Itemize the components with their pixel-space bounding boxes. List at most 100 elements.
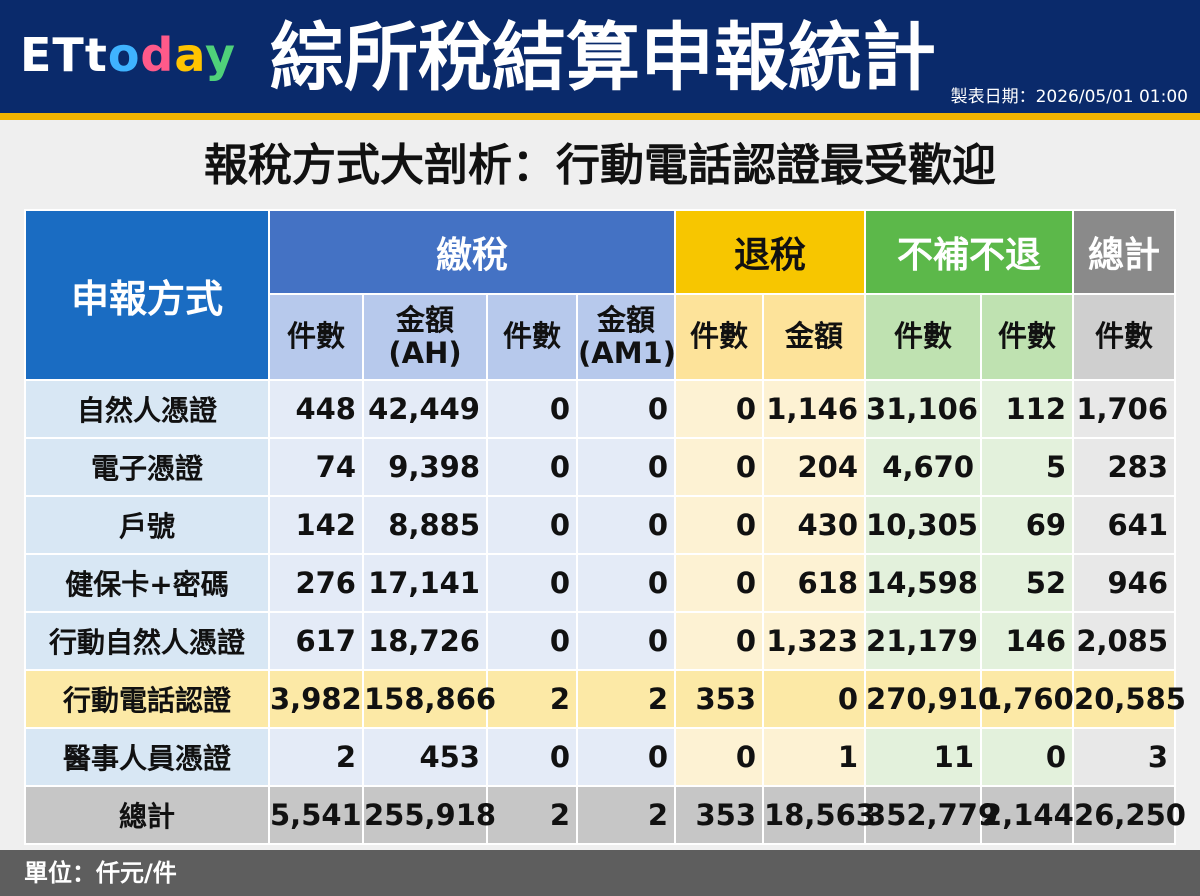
table-cell: 641	[1072, 495, 1177, 555]
table-cell: 2	[575, 785, 677, 845]
row-label: 醫事人員憑證	[24, 727, 270, 787]
table-cell: 1,146	[762, 379, 867, 439]
group-refund-header: 退稅	[674, 209, 867, 295]
subheader: 金額 (AM1)	[575, 293, 677, 381]
table-cell: 18,726	[362, 611, 488, 671]
header-stripe	[0, 113, 1200, 120]
subtitle: 報稅方式大剖析：行動電話認證最受歡迎	[204, 140, 996, 191]
table-cell: 2	[486, 669, 578, 729]
table-cell: 0	[486, 611, 578, 671]
subheader: 件數	[674, 293, 765, 381]
table-cell: 276	[268, 553, 364, 613]
main-title: 綜所稅結算申報統計	[270, 15, 936, 101]
ettoday-logo: ETtoday	[20, 28, 236, 82]
table-cell: 21,179	[864, 611, 983, 671]
table-cell: 2	[268, 727, 364, 787]
table-row: 健保卡+密碼 276 17,141 0 0 0 618 14,598 52 946	[24, 553, 1177, 613]
table-date: 製表日期：2026/05/01 01:00	[950, 87, 1188, 107]
table-cell: 14,598	[864, 553, 983, 613]
total-row: 總計 5,541 255,918 2 2 353 18,563 352,779 2,144 26,…	[24, 785, 1186, 845]
table-cell: 2,085	[1072, 611, 1177, 671]
group-pay-header: 繳稅	[267, 209, 677, 295]
table-cell: 0	[575, 727, 677, 787]
table-cell: 270,910	[864, 669, 998, 729]
table-cell: 9,398	[362, 437, 488, 497]
row-label: 健保卡+密碼	[24, 553, 270, 613]
table-cell: 0	[575, 495, 677, 555]
table-body: 自然人憑證 448 42,449 0 0 0 1,146 31,106 112 1,706 電子憑證…	[24, 379, 1186, 845]
subheader: 件數	[980, 293, 1075, 381]
table-cell: 353	[674, 785, 765, 845]
table-cell: 0	[486, 553, 578, 613]
table-cell: 2	[575, 669, 677, 729]
subheader: 金額 (AH)	[362, 293, 488, 381]
table-cell: 2	[486, 785, 578, 845]
subheader: 件數	[1072, 293, 1177, 381]
table-cell: 0	[762, 669, 867, 729]
table-cell: 0	[980, 727, 1075, 787]
table-cell: 1,323	[762, 611, 867, 671]
table-cell: 283	[1072, 437, 1177, 497]
table-row: 電子憑證 74 9,398 0 0 0 204 4,670 5 283	[24, 437, 1177, 497]
table-cell: 20,585	[1072, 669, 1186, 729]
table-cell: 0	[486, 495, 578, 555]
subheader: 金額	[762, 293, 867, 381]
row-label: 自然人憑證	[24, 379, 270, 439]
table-cell: 52	[980, 553, 1075, 613]
table-row: 行動電話認證 3,982 158,866 2 2 353 0 270,910 1,760 20,5…	[24, 669, 1186, 729]
table-cell: 1,706	[1072, 379, 1177, 439]
row-label: 行動電話認證	[24, 669, 270, 729]
table-row: 自然人憑證 448 42,449 0 0 0 1,146 31,106 112 1,706	[24, 379, 1177, 439]
table-cell: 0	[486, 727, 578, 787]
table-cell: 158,866	[362, 669, 496, 729]
subheader: 件數	[486, 293, 578, 381]
table-cell: 946	[1072, 553, 1177, 613]
table-cell: 0	[575, 437, 677, 497]
table-cell: 617	[268, 611, 364, 671]
table-cell: 618	[762, 553, 867, 613]
subheader-line: 金額 (AH)	[388, 302, 462, 370]
row-label: 電子憑證	[24, 437, 270, 497]
table-cell: 255,918	[362, 785, 496, 845]
table-cell: 0	[674, 611, 765, 671]
table-cell: 42,449	[362, 379, 488, 439]
table-cell: 4,670	[864, 437, 983, 497]
table-cell: 10,305	[864, 495, 983, 555]
table-cell: 453	[362, 727, 488, 787]
table-cell: 2,144	[980, 785, 1075, 845]
table-row: 戶號 142 8,885 0 0 0 430 10,305 69 641	[24, 495, 1177, 555]
table-cell: 430	[762, 495, 867, 555]
table-cell: 142	[268, 495, 364, 555]
table-cell: 5,541	[268, 785, 364, 845]
subheader: 件數	[864, 293, 983, 381]
table-cell: 0	[674, 379, 765, 439]
table-cell: 1	[762, 727, 867, 787]
row-label: 行動自然人憑證	[24, 611, 270, 671]
table-cell: 3	[1072, 727, 1177, 787]
table-cell: 0	[486, 437, 578, 497]
group-none-header: 不補不退	[864, 209, 1075, 295]
table-cell: 69	[980, 495, 1075, 555]
table-cell: 0	[674, 437, 765, 497]
method-header: 申報方式	[24, 209, 270, 381]
table-cell: 18,563	[762, 785, 876, 845]
unit-note: 單位：仟元/件	[24, 859, 177, 887]
table-cell: 5	[980, 437, 1075, 497]
table-cell: 1,760	[980, 669, 1075, 729]
table-cell: 8,885	[362, 495, 488, 555]
table-cell: 448	[268, 379, 364, 439]
table-cell: 146	[980, 611, 1075, 671]
table-cell: 0	[486, 379, 578, 439]
table-row: 醫事人員憑證 2 453 0 0 0 1 11 0 3	[24, 727, 1177, 787]
table-cell: 353	[674, 669, 765, 729]
table-cell: 352,779	[864, 785, 998, 845]
footer-bar	[0, 850, 1200, 896]
table-cell: 11	[864, 727, 983, 787]
table-cell: 26,250	[1072, 785, 1186, 845]
table-cell: 0	[575, 611, 677, 671]
table-cell: 112	[980, 379, 1075, 439]
table-cell: 0	[575, 379, 677, 439]
row-label: 總計	[24, 785, 270, 845]
row-label: 戶號	[24, 495, 270, 555]
group-total-header: 總計	[1072, 209, 1177, 295]
